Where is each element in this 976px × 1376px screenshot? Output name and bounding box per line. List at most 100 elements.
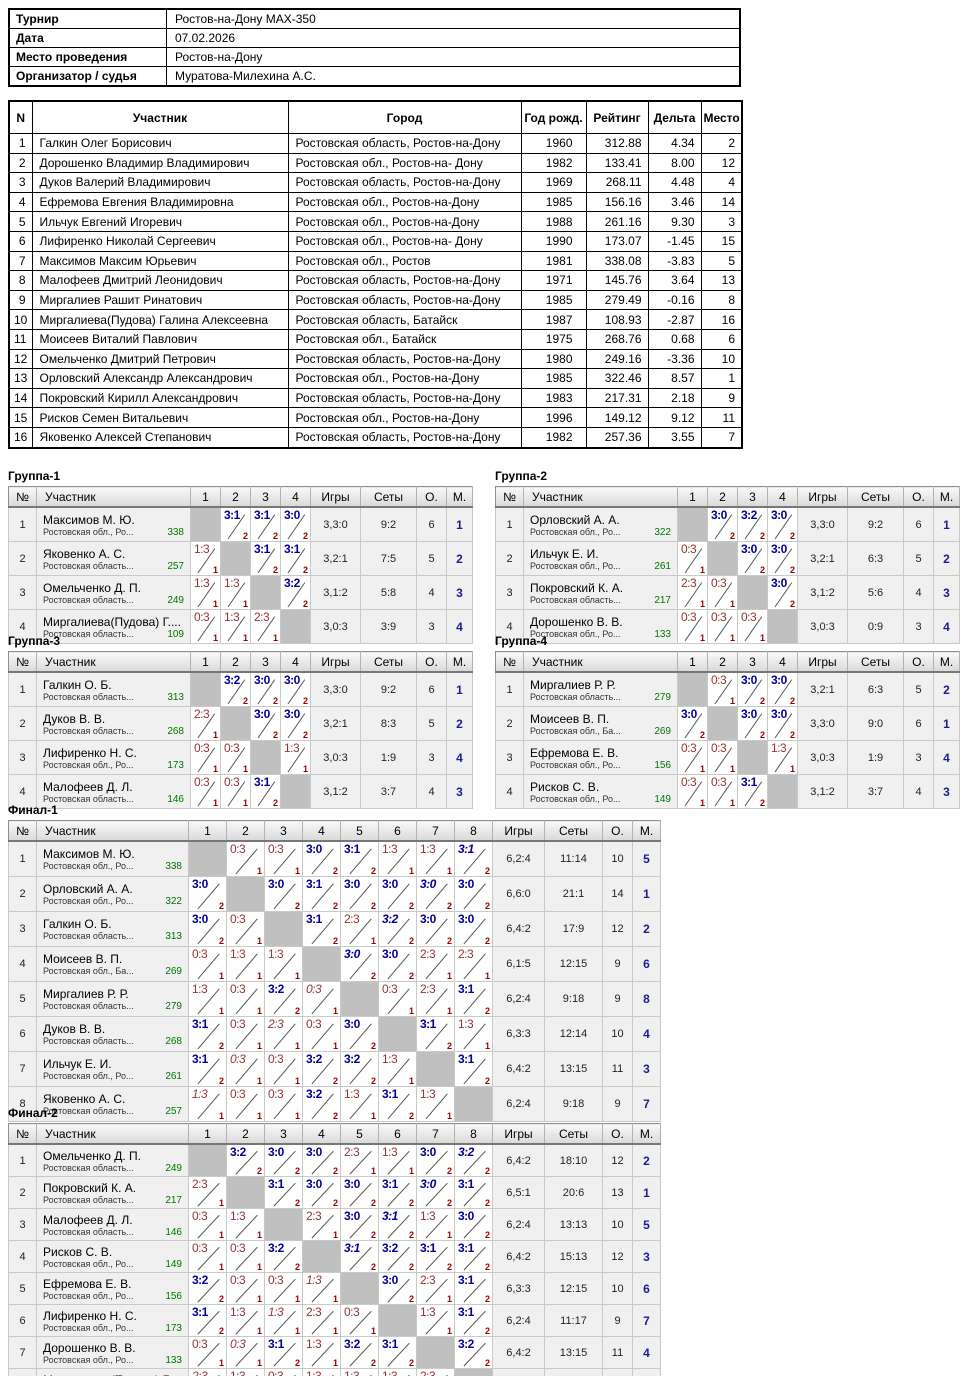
player-rating: 279: [654, 691, 671, 703]
delta-points: 1: [218, 1006, 224, 1016]
player-number-cell: 2: [495, 541, 524, 576]
games-column-header: Игры: [797, 486, 848, 508]
delta-points: 2: [302, 565, 308, 575]
opponent-column-header: 3: [737, 486, 768, 508]
sets-column-header: Сеты: [360, 651, 417, 673]
delta-points: 1: [446, 1326, 452, 1336]
player-number-cell: 4: [8, 1240, 37, 1273]
delta-points: 1: [272, 633, 278, 643]
delta-points: 1: [218, 971, 224, 981]
opponent-column-header: 3: [250, 486, 281, 508]
player-rating: 133: [654, 628, 671, 640]
info-label: Организатор / судья: [8, 66, 167, 87]
cell-diagonal: [387, 1278, 410, 1303]
player-row: 3 Лифиренко Н. С. Ростовская обл., Ро... 17…: [8, 740, 473, 775]
group-4-table: № Участник 1 2 3 4 Игры Сеты О. М. 1 Миргалиев Р. Р…: [495, 651, 960, 809]
match-score: 3:0: [284, 707, 300, 721]
delta-points: 2: [272, 565, 278, 575]
self-cell: [677, 671, 708, 707]
delta-points: 1: [242, 764, 248, 774]
place-cell: 5: [700, 250, 743, 272]
cell-diagonal: [311, 1214, 334, 1239]
delta-points: 1: [332, 1041, 338, 1051]
player-row: 7 Дорошенко В. В. Ростовская обл., Ро... 13…: [8, 1336, 661, 1369]
games-cell: 3,2:1: [310, 541, 361, 576]
cell-diagonal: [463, 1182, 486, 1207]
cell-diagonal: [257, 679, 276, 705]
player-number-cell: 4: [495, 774, 524, 809]
cell-diagonal: [311, 1023, 334, 1050]
games-cell: 3,1:2: [310, 575, 361, 610]
cell-diagonal: [425, 918, 448, 945]
table-row: 15 Рисков Семен Витальевич Ростовская обл.…: [8, 407, 743, 428]
round-robin-table: № Участник 1 2 3 4 5 6 7 8 Игры Сеты О. М. 1 Омельченко…: [8, 1123, 661, 1376]
group-title: Группа-2: [495, 469, 548, 483]
match-score: 1:3: [344, 1369, 360, 1376]
self-cell: [707, 541, 738, 576]
player-region: Ростовская область...: [43, 560, 134, 571]
cell-diagonal: [425, 848, 448, 875]
match-score: 3:1: [420, 1017, 436, 1031]
group-1-table: № Участник 1 2 3 4 Игры Сеты О. М. 1 Максимов М. Ю.…: [8, 486, 473, 644]
cell-diagonal: [235, 918, 258, 945]
birth-year-cell: 1975: [520, 328, 587, 350]
player-row: 5 Ефремова Е. В. Ростовская обл., Ро... 156…: [8, 1272, 661, 1305]
cell-diagonal: [463, 883, 486, 910]
match-score: 1:3: [420, 1305, 436, 1319]
place-cell: 4: [632, 1336, 661, 1369]
delta-points: 2: [218, 1076, 224, 1086]
match-score: 0:3: [230, 1241, 246, 1255]
games-cell: 6,3:3: [492, 1272, 545, 1305]
match-score: 3:0: [344, 1209, 360, 1223]
match-score: 0:3: [741, 610, 757, 624]
cell-diagonal: [273, 1278, 296, 1303]
delta-points: 1: [256, 1076, 262, 1086]
self-cell: [340, 1272, 379, 1305]
score-cell: 1:3 1: [416, 840, 455, 877]
player-number-cell: 1: [495, 506, 524, 542]
cell-diagonal: [425, 1246, 448, 1271]
match-score: 0:3: [192, 1337, 208, 1351]
match-score: 3:0: [192, 877, 208, 891]
delta-points: 2: [759, 696, 765, 706]
cell-diagonal: [197, 883, 220, 910]
player-subline: Ростовская область... 146: [43, 794, 186, 805]
place-cell: 1: [700, 368, 743, 389]
games-cell: 3,0:3: [797, 609, 848, 644]
cell-diagonal: [349, 1182, 372, 1207]
score-cell: 2:3 1: [188, 1176, 227, 1209]
delta-points: 1: [256, 971, 262, 981]
match-score: 1:3: [382, 1145, 398, 1159]
player-number-cell: 2: [8, 541, 37, 576]
player-name: Орловский А. А.: [530, 512, 620, 527]
games-cell: 3,1:2: [797, 575, 848, 610]
self-cell: [188, 840, 227, 877]
player-name: Орловский А. А.: [43, 882, 133, 896]
player-region: Ростовская обл., Ро...: [43, 896, 134, 906]
score-cell: 1:3 1: [378, 1143, 417, 1177]
player-name: Омельченко Д. П.: [43, 580, 142, 595]
match-score: 0:3: [230, 1087, 246, 1101]
delta-points: 1: [212, 633, 218, 643]
city-cell: Ростовская область, Ростов-на-Дону: [287, 133, 522, 154]
cell-diagonal: [774, 582, 793, 608]
opponent-column-header: 2: [220, 486, 251, 508]
cell-diagonal: [273, 988, 296, 1015]
player-region: Ростовская обл., Ро...: [43, 1354, 134, 1365]
games-cell: 3,3:0: [797, 706, 848, 741]
points-column-header: О.: [416, 486, 447, 508]
sets-cell: 3:9: [360, 609, 417, 644]
match-score: 0:3: [681, 542, 697, 556]
place-cell: 12: [700, 152, 743, 174]
cell-diagonal: [387, 883, 410, 910]
cell-diagonal: [349, 953, 372, 980]
table-row: 11 Моисеев Виталий Павлович Ростовская обл…: [8, 328, 743, 350]
score-cell: 3:0 2: [454, 911, 493, 947]
match-score: 1:3: [420, 1087, 436, 1101]
player-number-cell: 5: [8, 981, 37, 1017]
table-head: № Участник 1 2 3 4 5 6 7 8 Игры Сеты О. М.: [8, 820, 661, 842]
opponent-column-header: 6: [378, 820, 417, 842]
place-cell: 7: [700, 426, 743, 449]
